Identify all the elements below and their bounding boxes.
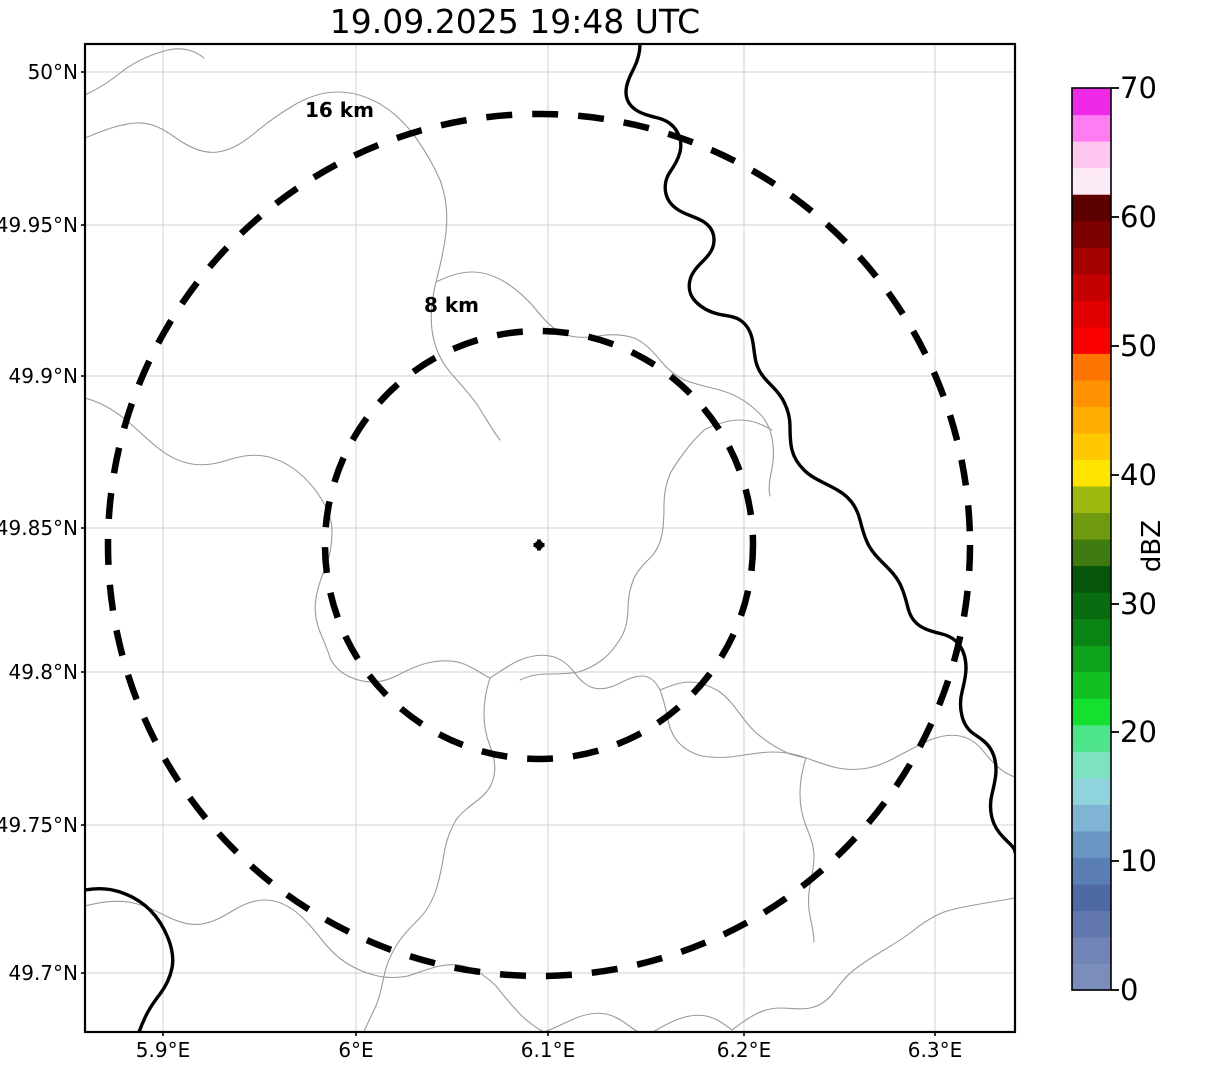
colorbar-tick-label: 60: [1120, 200, 1157, 234]
x-tick-label: 5.9°E: [135, 1038, 191, 1062]
colorbar-swatch: [1072, 432, 1111, 461]
colorbar-swatch: [1072, 751, 1111, 779]
colorbar-swatch: [1072, 379, 1111, 407]
grid-lines: [85, 44, 1015, 1032]
colorbar-swatch: [1072, 671, 1111, 699]
range-ring-16km: [104, 110, 974, 980]
colorbar-tick-label: 20: [1120, 715, 1157, 749]
colorbar-swatch: [1072, 88, 1111, 116]
commune-boundaries: [85, 48, 1015, 1032]
y-tick-label: 49.85°N: [0, 516, 78, 540]
colorbar-tick-marks: [1111, 87, 1119, 991]
colorbar-swatch: [1072, 883, 1111, 912]
radar-site-plus-marker: [533, 539, 545, 551]
x-tick-label: 6.2°E: [716, 1038, 772, 1062]
y-tick-label: 49.8°N: [8, 660, 79, 684]
colorbar-swatch: [1072, 194, 1111, 222]
plot-title: 19.09.2025 19:48 UTC: [329, 2, 701, 41]
colorbar-swatch: [1072, 512, 1111, 540]
colorbar-tick-label: 10: [1120, 844, 1157, 878]
national-border: [85, 44, 1015, 1032]
colorbar-swatch: [1072, 539, 1111, 567]
range-ring-16km-label: 16 km: [305, 98, 374, 122]
colorbar-swatch: [1072, 300, 1111, 328]
colorbar-swatch: [1072, 698, 1111, 726]
colorbar-swatch: [1072, 459, 1111, 487]
colorbar-swatch: [1072, 910, 1111, 938]
colorbar-swatch: [1072, 645, 1111, 673]
colorbar-tick-label: 30: [1120, 587, 1157, 621]
colorbar-swatch: [1072, 220, 1111, 248]
colorbar-tick-label: 50: [1120, 329, 1157, 363]
colorbar-frame: [1071, 87, 1112, 991]
colorbar-tick-label: 70: [1120, 71, 1157, 105]
map-axes-background: [85, 44, 1015, 1032]
axis-tick-marks: [81, 71, 936, 1036]
colorbar-swatch: [1072, 273, 1111, 301]
x-tick-label: 6.1°E: [520, 1038, 576, 1062]
y-tick-label: 49.7°N: [8, 961, 79, 985]
colorbar-swatch: [1072, 804, 1111, 832]
colorbar-swatch: [1072, 485, 1111, 514]
colorbar-swatch: [1072, 353, 1111, 381]
y-tick-label: 50°N: [27, 60, 78, 84]
y-tick-label: 49.95°N: [0, 213, 78, 237]
colorbar-swatch: [1072, 936, 1111, 965]
range-ring-8km: [321, 327, 757, 763]
colorbar-swatch: [1072, 857, 1111, 885]
x-tick-label: 6°E: [338, 1038, 374, 1062]
colorbar-swatch: [1072, 963, 1111, 991]
x-tick-label: 6.3°E: [907, 1038, 963, 1062]
colorbar-swatch: [1072, 141, 1111, 169]
y-tick-label: 49.75°N: [0, 813, 78, 837]
colorbar-swatch: [1072, 326, 1111, 354]
y-tick-label: 49.9°N: [8, 364, 79, 388]
colorbar-tick-label: 0: [1120, 973, 1139, 1007]
colorbar-swatch: [1072, 777, 1111, 805]
colorbar-swatch: [1072, 114, 1111, 142]
colorbar-tick-label: 40: [1120, 458, 1157, 492]
colorbar-swatch: [1072, 406, 1111, 434]
colorbar: [1071, 87, 1119, 991]
colorbar-axis-label: dBZ: [1137, 519, 1167, 573]
colorbar-swatch: [1072, 592, 1111, 620]
colorbar-swatch: [1072, 565, 1111, 593]
colorbar-swatch: [1072, 247, 1111, 275]
map-axes-frame: [83, 42, 1017, 1034]
colorbar-swatch: [1072, 724, 1111, 752]
colorbar-swatch: [1072, 618, 1111, 646]
colorbar-swatch: [1072, 830, 1111, 858]
range-ring-8km-label: 8 km: [424, 293, 480, 317]
colorbar-swatch: [1072, 167, 1111, 195]
